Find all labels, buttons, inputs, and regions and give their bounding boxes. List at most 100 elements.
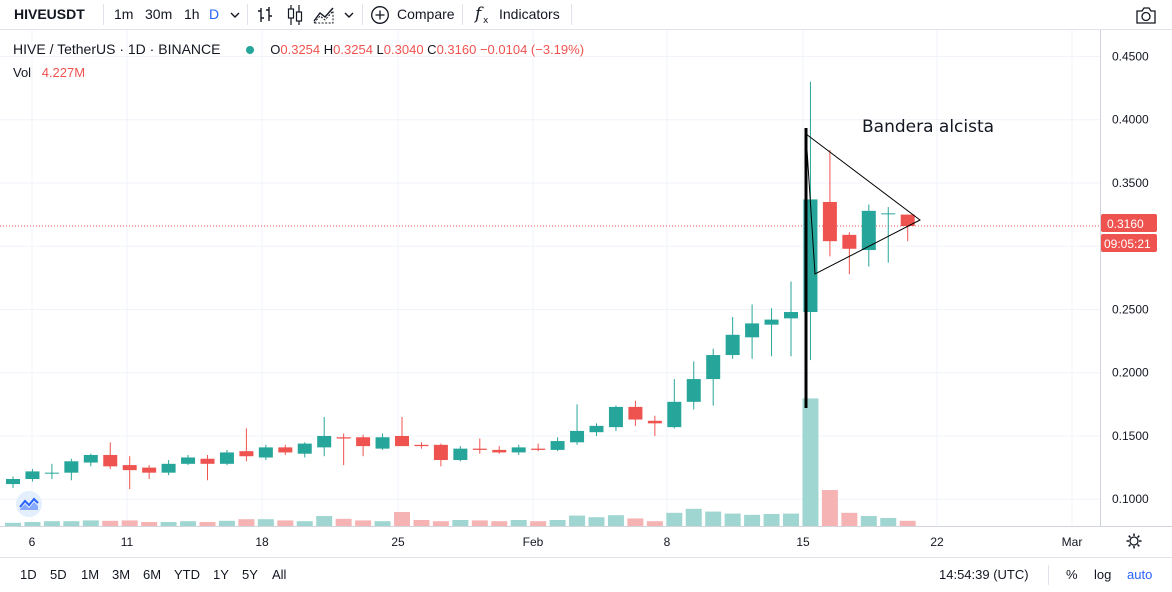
volume-bar: [432, 521, 449, 526]
candle-body: [122, 465, 137, 471]
candle-body: [103, 454, 118, 467]
time-tick-label: Feb: [523, 535, 544, 549]
range-3m[interactable]: 3M: [112, 567, 131, 582]
volume-bar: [491, 521, 508, 526]
price-chart[interactable]: Bandera alcista 0.45000.40000.35000.3000…: [0, 30, 1172, 557]
countdown-tag: [1101, 234, 1157, 252]
volume-bar: [588, 517, 605, 526]
toolbar-divider: [462, 4, 463, 25]
candle-body: [492, 449, 507, 453]
time-tick-label: 25: [391, 535, 405, 549]
volume-bar: [296, 521, 313, 526]
candle-body: [881, 213, 896, 215]
range-all[interactable]: All: [272, 567, 287, 582]
volume-bar: [860, 516, 877, 526]
candle-body: [570, 430, 585, 443]
time-tick-label: 6: [29, 535, 36, 549]
candle-body: [453, 448, 468, 461]
ohlc-open-label: O: [270, 42, 281, 57]
range-ytd[interactable]: YTD: [174, 567, 200, 582]
range-5y[interactable]: 5Y: [242, 567, 258, 582]
price-tick-label: 0.1000: [1112, 492, 1149, 506]
range-1y[interactable]: 1Y: [213, 567, 229, 582]
candle-body: [200, 458, 215, 464]
compare-plus-icon[interactable]: [370, 5, 390, 25]
candle-body: [44, 472, 59, 474]
annotation-label[interactable]: Bandera alcista: [862, 117, 994, 137]
camera-icon[interactable]: [1134, 4, 1158, 26]
time-tick-label: 15: [796, 535, 810, 549]
ohlc-high-value: 0.3254: [333, 42, 373, 57]
range-5d[interactable]: 5D: [50, 567, 67, 582]
volume-legend: Vol 4.227M: [13, 65, 85, 80]
time-axis[interactable]: 6 11 18 25 Feb 8 15 22 Mar: [29, 535, 1083, 549]
range-6m[interactable]: 6M: [143, 567, 162, 582]
range-1d[interactable]: 1D: [20, 567, 37, 582]
candle-body: [472, 448, 487, 450]
auto-scale-toggle[interactable]: auto: [1127, 567, 1153, 582]
candle-body: [278, 447, 293, 453]
candle-body: [745, 323, 760, 338]
fx-icon[interactable]: f x: [472, 3, 494, 27]
volume-bar: [63, 521, 80, 526]
candle-body: [433, 444, 448, 461]
price-axis[interactable]: 0.45000.40000.35000.30000.25000.20000.15…: [1112, 49, 1149, 506]
volume-bar: [802, 398, 819, 526]
candle-body: [589, 425, 604, 433]
ohlc-close-label: C: [427, 42, 437, 57]
candle-body: [764, 319, 779, 325]
log-scale-toggle[interactable]: log: [1094, 567, 1112, 582]
interval-dropdown-icon[interactable]: [229, 9, 241, 21]
interval-1h[interactable]: 1h: [184, 6, 200, 22]
gear-icon[interactable]: [1126, 533, 1142, 549]
volume-bar: [102, 520, 119, 526]
volume-bar: [744, 514, 761, 526]
volume-bar: [394, 512, 410, 526]
range-1m[interactable]: 1M: [81, 567, 100, 582]
time-tick-label: 22: [930, 535, 944, 549]
candle-body: [784, 312, 798, 319]
volume-bar: [821, 490, 838, 526]
utc-clock[interactable]: 14:54:39 (UTC): [939, 567, 1029, 582]
candle-body: [219, 452, 234, 464]
volume-bar: [257, 519, 274, 526]
volume-label[interactable]: Vol: [13, 65, 32, 80]
volume-bar: [724, 513, 741, 526]
percent-scale-toggle[interactable]: %: [1066, 567, 1078, 582]
volume-bar: [160, 522, 177, 526]
pennant-triangle[interactable]: [805, 132, 921, 275]
area-chart-icon[interactable]: [312, 4, 336, 26]
volume-bar: [121, 520, 138, 526]
volume-bar: [180, 521, 197, 526]
toolbar-divider: [571, 4, 572, 25]
candle-body: [258, 447, 273, 458]
candle-body: [822, 201, 837, 242]
candle-body: [900, 214, 915, 226]
compare-button[interactable]: Compare: [397, 6, 455, 22]
ohlc-change-value: −0.0104 (−3.19%): [479, 42, 585, 57]
indicators-button[interactable]: Indicators: [499, 6, 560, 22]
candles-icon[interactable]: [284, 3, 306, 27]
candle-body: [842, 234, 857, 249]
volume-bar: [783, 513, 799, 526]
candle-body: [161, 463, 176, 473]
interval-1m[interactable]: 1m: [114, 6, 134, 22]
series-title[interactable]: HIVE / TetherUS · 1D · BINANCE: [13, 41, 221, 57]
interval-d[interactable]: D: [209, 6, 220, 22]
candle-body: [511, 447, 526, 453]
volume-bar: [238, 519, 255, 526]
candle-body: [725, 334, 740, 356]
volume-bar: [471, 520, 488, 526]
price-tick-label: 0.2500: [1112, 302, 1149, 316]
symbol-search[interactable]: HIVEUSDT: [14, 6, 85, 22]
volume-bar: [335, 518, 352, 526]
tradingview-logo-icon[interactable]: [16, 491, 42, 517]
time-tick-label: 8: [664, 535, 671, 549]
interval-30m[interactable]: 30m: [145, 6, 173, 22]
volume-bar: [841, 512, 858, 526]
chart-type-dropdown-icon[interactable]: [343, 9, 355, 21]
flag-drawing[interactable]: Bandera alcista: [804, 117, 994, 408]
top-toolbar: HIVEUSDT 1m 30m 1h D Compare f x Indicat…: [0, 0, 1172, 30]
bar-chart-icon[interactable]: [255, 4, 277, 26]
price-tick-label: 0.4000: [1112, 113, 1149, 127]
